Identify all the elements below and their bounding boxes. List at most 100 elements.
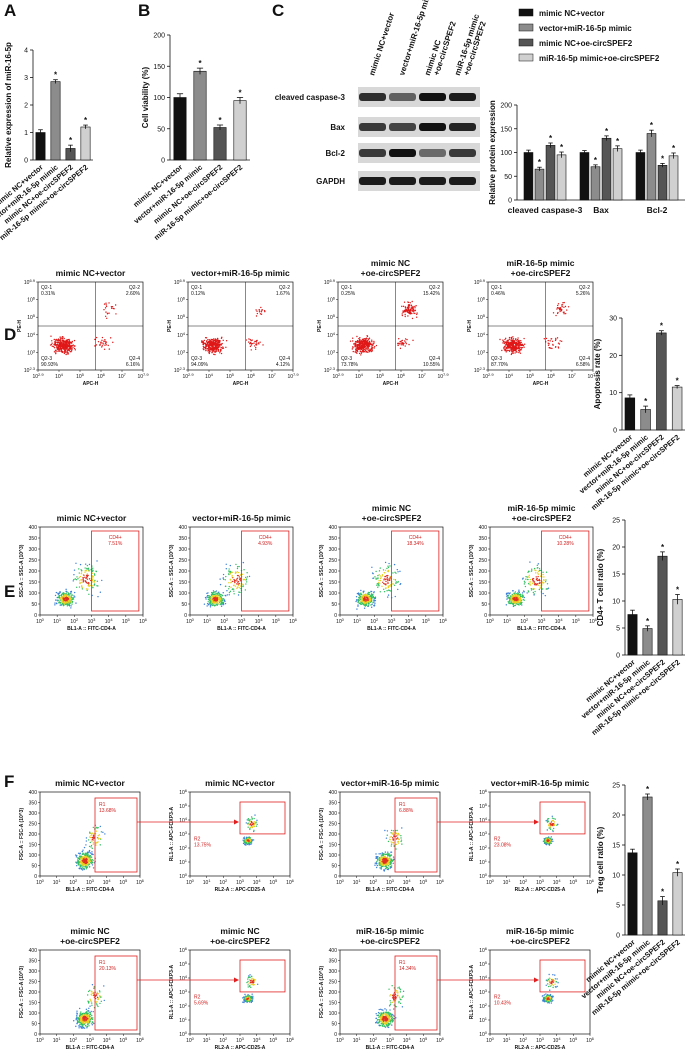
gate-box [240, 802, 285, 834]
event-dot [518, 347, 519, 348]
event-dot [219, 341, 220, 342]
event-dot [69, 603, 70, 604]
blot-band [449, 93, 476, 101]
event-dot [96, 827, 97, 828]
event-dot [225, 579, 226, 580]
tick-label: 102 [220, 617, 229, 625]
event-dot [563, 311, 564, 312]
significance-marker: * [616, 137, 620, 146]
event-dot [79, 577, 80, 578]
event-dot [214, 594, 215, 595]
event-dot [90, 855, 91, 856]
event-dot [238, 572, 239, 573]
tick-exponent: 4 [408, 878, 411, 883]
tick-label: 250 [29, 822, 38, 828]
event-dot [209, 596, 210, 597]
tick-label: 105 [376, 372, 385, 380]
event-dot [205, 345, 206, 346]
event-dot [509, 337, 510, 338]
event-dot [259, 342, 260, 343]
tick-label: 101 [53, 878, 62, 886]
event-dot [512, 595, 513, 596]
event-dot [72, 345, 73, 346]
event-dot [237, 568, 238, 569]
event-dot [71, 599, 72, 600]
event-dot [67, 339, 68, 340]
event-dot [544, 338, 545, 339]
event-dot [504, 343, 505, 344]
event-dot [516, 597, 517, 598]
event-dot [382, 852, 383, 853]
event-dot [358, 344, 359, 345]
event-dot [74, 340, 75, 341]
event-dot [368, 347, 369, 348]
event-dot [405, 345, 406, 346]
event-dot [389, 867, 390, 868]
event-dot [63, 596, 64, 597]
tick-exponent: 4 [185, 816, 188, 821]
event-dot [51, 340, 52, 341]
event-dot [208, 599, 209, 600]
event-dot [398, 842, 399, 843]
event-dot [363, 338, 364, 339]
event-dot [214, 348, 215, 349]
event-dot [384, 830, 385, 831]
event-dot [92, 848, 93, 849]
bar [36, 133, 45, 161]
event-cloud [374, 827, 402, 871]
axis-label: BL1-A :: FITC-CD4-A [367, 626, 416, 632]
event-dot [386, 568, 387, 569]
tick-label: 106.9 [174, 278, 186, 286]
panel-label: E [4, 582, 15, 601]
event-dot [81, 573, 82, 574]
event-dot [385, 570, 386, 571]
event-dot [209, 602, 210, 603]
event-dot [61, 594, 62, 595]
event-dot [365, 604, 366, 605]
event-dot [379, 570, 380, 571]
event-dot [365, 598, 366, 599]
tick-exponent: 2 [226, 617, 229, 622]
event-dot [363, 598, 364, 599]
event-dot [532, 578, 533, 579]
event-dot [249, 842, 250, 843]
tick-label: 104 [177, 331, 186, 339]
event-dot [529, 583, 530, 584]
tick-label: 350 [479, 536, 488, 542]
event-dot [537, 583, 538, 584]
event-dot [63, 594, 64, 595]
event-dot [78, 853, 79, 854]
event-dot [102, 337, 103, 338]
event-dot [253, 830, 254, 831]
event-dot [81, 864, 82, 865]
event-dot [388, 585, 389, 586]
gate-value: 2.60% [126, 291, 141, 297]
event-dot [233, 593, 234, 594]
bar [546, 145, 555, 200]
event-dot [214, 354, 215, 355]
event-dot [400, 348, 401, 349]
event-dot [388, 869, 389, 870]
tick-label: 400 [329, 790, 338, 796]
event-dot [87, 851, 88, 852]
event-dot [228, 582, 229, 583]
y-axis-label: Relative expression of miR-16-5p [4, 42, 13, 168]
event-dot [209, 598, 210, 599]
y-tick-label: 4 [24, 48, 28, 55]
event-dot [396, 581, 397, 582]
event-dot [256, 315, 257, 316]
event-dot [543, 576, 544, 577]
event-dot [89, 850, 90, 851]
event-dot [229, 586, 230, 587]
event-dot [397, 833, 398, 834]
event-dot [531, 588, 532, 589]
event-dot [364, 597, 365, 598]
event-dot [516, 601, 517, 602]
event-dot [548, 342, 549, 343]
event-dot [91, 839, 92, 840]
event-dot [519, 345, 520, 346]
tick-exponent: 0 [42, 617, 45, 622]
event-dot [56, 339, 57, 340]
event-dot [403, 344, 404, 345]
tick-label: 200 [329, 832, 338, 838]
